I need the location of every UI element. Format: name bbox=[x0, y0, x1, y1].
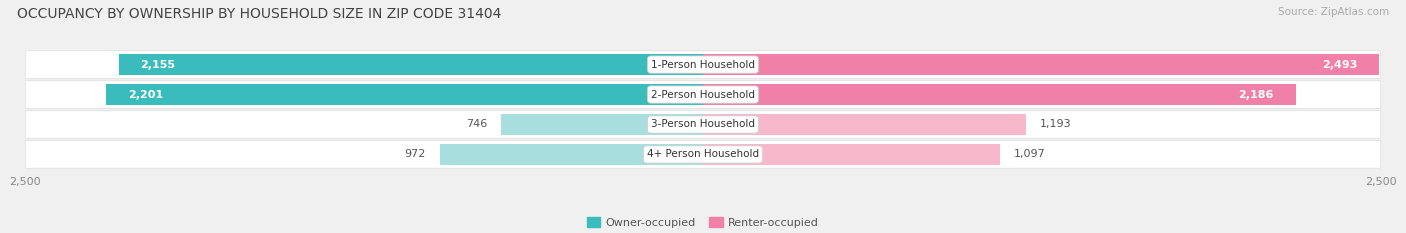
Text: 746: 746 bbox=[465, 120, 488, 130]
Bar bbox=[107, 84, 703, 105]
Bar bbox=[501, 114, 703, 135]
Text: 3-Person Household: 3-Person Household bbox=[651, 120, 755, 130]
Text: 972: 972 bbox=[405, 149, 426, 159]
Text: OCCUPANCY BY OWNERSHIP BY HOUSEHOLD SIZE IN ZIP CODE 31404: OCCUPANCY BY OWNERSHIP BY HOUSEHOLD SIZE… bbox=[17, 7, 502, 21]
Text: 2,155: 2,155 bbox=[141, 60, 176, 70]
Text: 2-Person Household: 2-Person Household bbox=[651, 89, 755, 99]
Text: 2,186: 2,186 bbox=[1239, 89, 1274, 99]
Bar bbox=[703, 54, 1379, 75]
FancyBboxPatch shape bbox=[25, 81, 1381, 108]
Text: 1,097: 1,097 bbox=[1014, 149, 1046, 159]
FancyBboxPatch shape bbox=[25, 51, 1381, 78]
Bar bbox=[703, 84, 1295, 105]
FancyBboxPatch shape bbox=[25, 141, 1381, 168]
Text: 2,201: 2,201 bbox=[128, 89, 163, 99]
Bar bbox=[120, 54, 703, 75]
Text: 1-Person Household: 1-Person Household bbox=[651, 60, 755, 70]
Bar bbox=[703, 144, 1001, 165]
Legend: Owner-occupied, Renter-occupied: Owner-occupied, Renter-occupied bbox=[582, 213, 824, 232]
Text: 1,193: 1,193 bbox=[1040, 120, 1071, 130]
Bar bbox=[703, 114, 1026, 135]
Text: 4+ Person Household: 4+ Person Household bbox=[647, 149, 759, 159]
Text: Source: ZipAtlas.com: Source: ZipAtlas.com bbox=[1278, 7, 1389, 17]
Text: 2,493: 2,493 bbox=[1322, 60, 1357, 70]
Bar bbox=[440, 144, 703, 165]
FancyBboxPatch shape bbox=[25, 111, 1381, 138]
